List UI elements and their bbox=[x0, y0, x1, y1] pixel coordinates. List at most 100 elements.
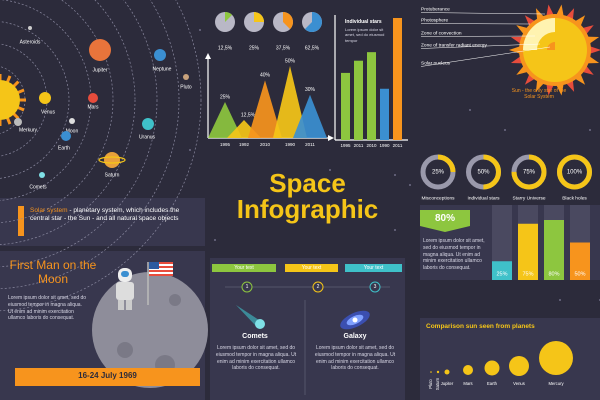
pie-slice bbox=[254, 12, 264, 22]
label: Mars bbox=[87, 104, 99, 110]
title-line: Infographic bbox=[236, 194, 379, 224]
step-number: 3 bbox=[373, 284, 377, 290]
label: Mars bbox=[463, 381, 472, 386]
bar bbox=[341, 72, 350, 140]
main-title: Space Infographic bbox=[210, 170, 405, 222]
label: 25% bbox=[496, 271, 507, 277]
tab bbox=[212, 264, 276, 272]
planet bbox=[89, 39, 111, 61]
label: 100% bbox=[567, 170, 583, 176]
star bbox=[559, 299, 561, 301]
planet bbox=[69, 118, 75, 124]
label: 50% bbox=[574, 271, 585, 277]
sun-size bbox=[444, 369, 450, 375]
moon-date: 16-24 July 1969 bbox=[78, 371, 137, 380]
peak bbox=[273, 66, 307, 138]
banner-value: 80% bbox=[434, 213, 455, 224]
label: 12,5% bbox=[241, 112, 256, 118]
orbit bbox=[0, 0, 158, 268]
label: Saturn bbox=[105, 172, 120, 178]
label: Earth bbox=[58, 145, 70, 151]
star bbox=[504, 129, 506, 131]
orbit bbox=[0, 0, 202, 312]
crater bbox=[169, 294, 181, 306]
flag-stripe bbox=[149, 268, 173, 270]
orbit bbox=[0, 21, 70, 179]
tab-label: Your text bbox=[234, 265, 254, 271]
label: 2011 bbox=[354, 143, 364, 148]
label: Moon bbox=[66, 128, 79, 134]
visor bbox=[121, 271, 129, 277]
leader-line bbox=[420, 43, 541, 49]
step-circle bbox=[312, 281, 324, 293]
star bbox=[469, 109, 471, 111]
astronaut-leg bbox=[126, 300, 132, 310]
label: Pluto bbox=[428, 379, 433, 389]
label: Uranus bbox=[139, 134, 156, 140]
bar bbox=[354, 60, 363, 141]
star bbox=[329, 169, 331, 171]
label: Comets bbox=[29, 184, 47, 190]
planet bbox=[39, 172, 45, 178]
saturn-ring bbox=[98, 156, 126, 164]
comparison-title: Comparison sun seen from planets bbox=[426, 323, 535, 330]
sun-size bbox=[509, 356, 529, 376]
label: Pluto bbox=[180, 84, 192, 90]
planet bbox=[142, 118, 154, 130]
label: 2010 bbox=[260, 142, 271, 147]
label: 62,5% bbox=[305, 45, 320, 51]
label: Venus bbox=[41, 109, 55, 115]
label: Mercury bbox=[548, 381, 564, 386]
planet bbox=[39, 92, 51, 104]
orbit bbox=[0, 0, 180, 290]
step-number: 1 bbox=[245, 284, 249, 290]
label: 1995 bbox=[340, 143, 351, 148]
label: Merkury bbox=[19, 127, 38, 133]
step-circle bbox=[241, 281, 253, 293]
tab bbox=[345, 264, 402, 272]
donut-arc bbox=[511, 154, 547, 190]
planet bbox=[61, 131, 71, 141]
peak bbox=[248, 80, 282, 138]
peak bbox=[293, 94, 327, 138]
label: Zone of transfer radiant energy bbox=[421, 42, 487, 48]
astronaut-leg bbox=[118, 300, 124, 310]
flag-stripe bbox=[149, 264, 173, 266]
label: 37,5% bbox=[276, 45, 291, 51]
planet bbox=[88, 93, 98, 103]
star bbox=[589, 129, 591, 131]
sun-size bbox=[436, 370, 440, 374]
card-title: Galaxy bbox=[343, 333, 367, 340]
tab-label: Your text bbox=[301, 265, 322, 271]
label: 25% bbox=[220, 94, 231, 100]
label: 50% bbox=[477, 170, 490, 176]
label: 30% bbox=[305, 87, 316, 93]
label: 25% bbox=[249, 45, 260, 51]
label: Jupiter bbox=[92, 67, 107, 73]
label: Earth bbox=[487, 381, 498, 386]
galaxy-center bbox=[352, 317, 358, 323]
bars-text: Lorem ipsum dolor sit amet, sed do eiusm… bbox=[345, 27, 385, 43]
planet bbox=[28, 26, 32, 30]
card-title: Comets bbox=[242, 333, 268, 340]
description-text: - planetary system, which includes the c… bbox=[30, 207, 180, 222]
donut-arc bbox=[466, 154, 501, 190]
label: Misconceptions bbox=[421, 195, 455, 201]
label: Solar nucleus bbox=[421, 60, 451, 66]
leader-line bbox=[420, 35, 536, 37]
accent-bar bbox=[18, 206, 24, 236]
label: 1990 bbox=[379, 143, 390, 148]
label: Zone of convection bbox=[421, 30, 462, 36]
orbit bbox=[0, 0, 114, 223]
label: Photosphere bbox=[421, 17, 449, 23]
sun-size bbox=[539, 341, 573, 375]
sun-caption: Sun - the only star of the Solar System bbox=[511, 88, 567, 100]
pie-slice bbox=[225, 12, 233, 22]
bar bbox=[393, 18, 402, 140]
sun-flare bbox=[546, 82, 555, 96]
star bbox=[199, 29, 201, 31]
label: 40% bbox=[260, 73, 271, 79]
moon-title: First Man on the Moon bbox=[9, 258, 97, 287]
leader-line bbox=[420, 12, 546, 15]
